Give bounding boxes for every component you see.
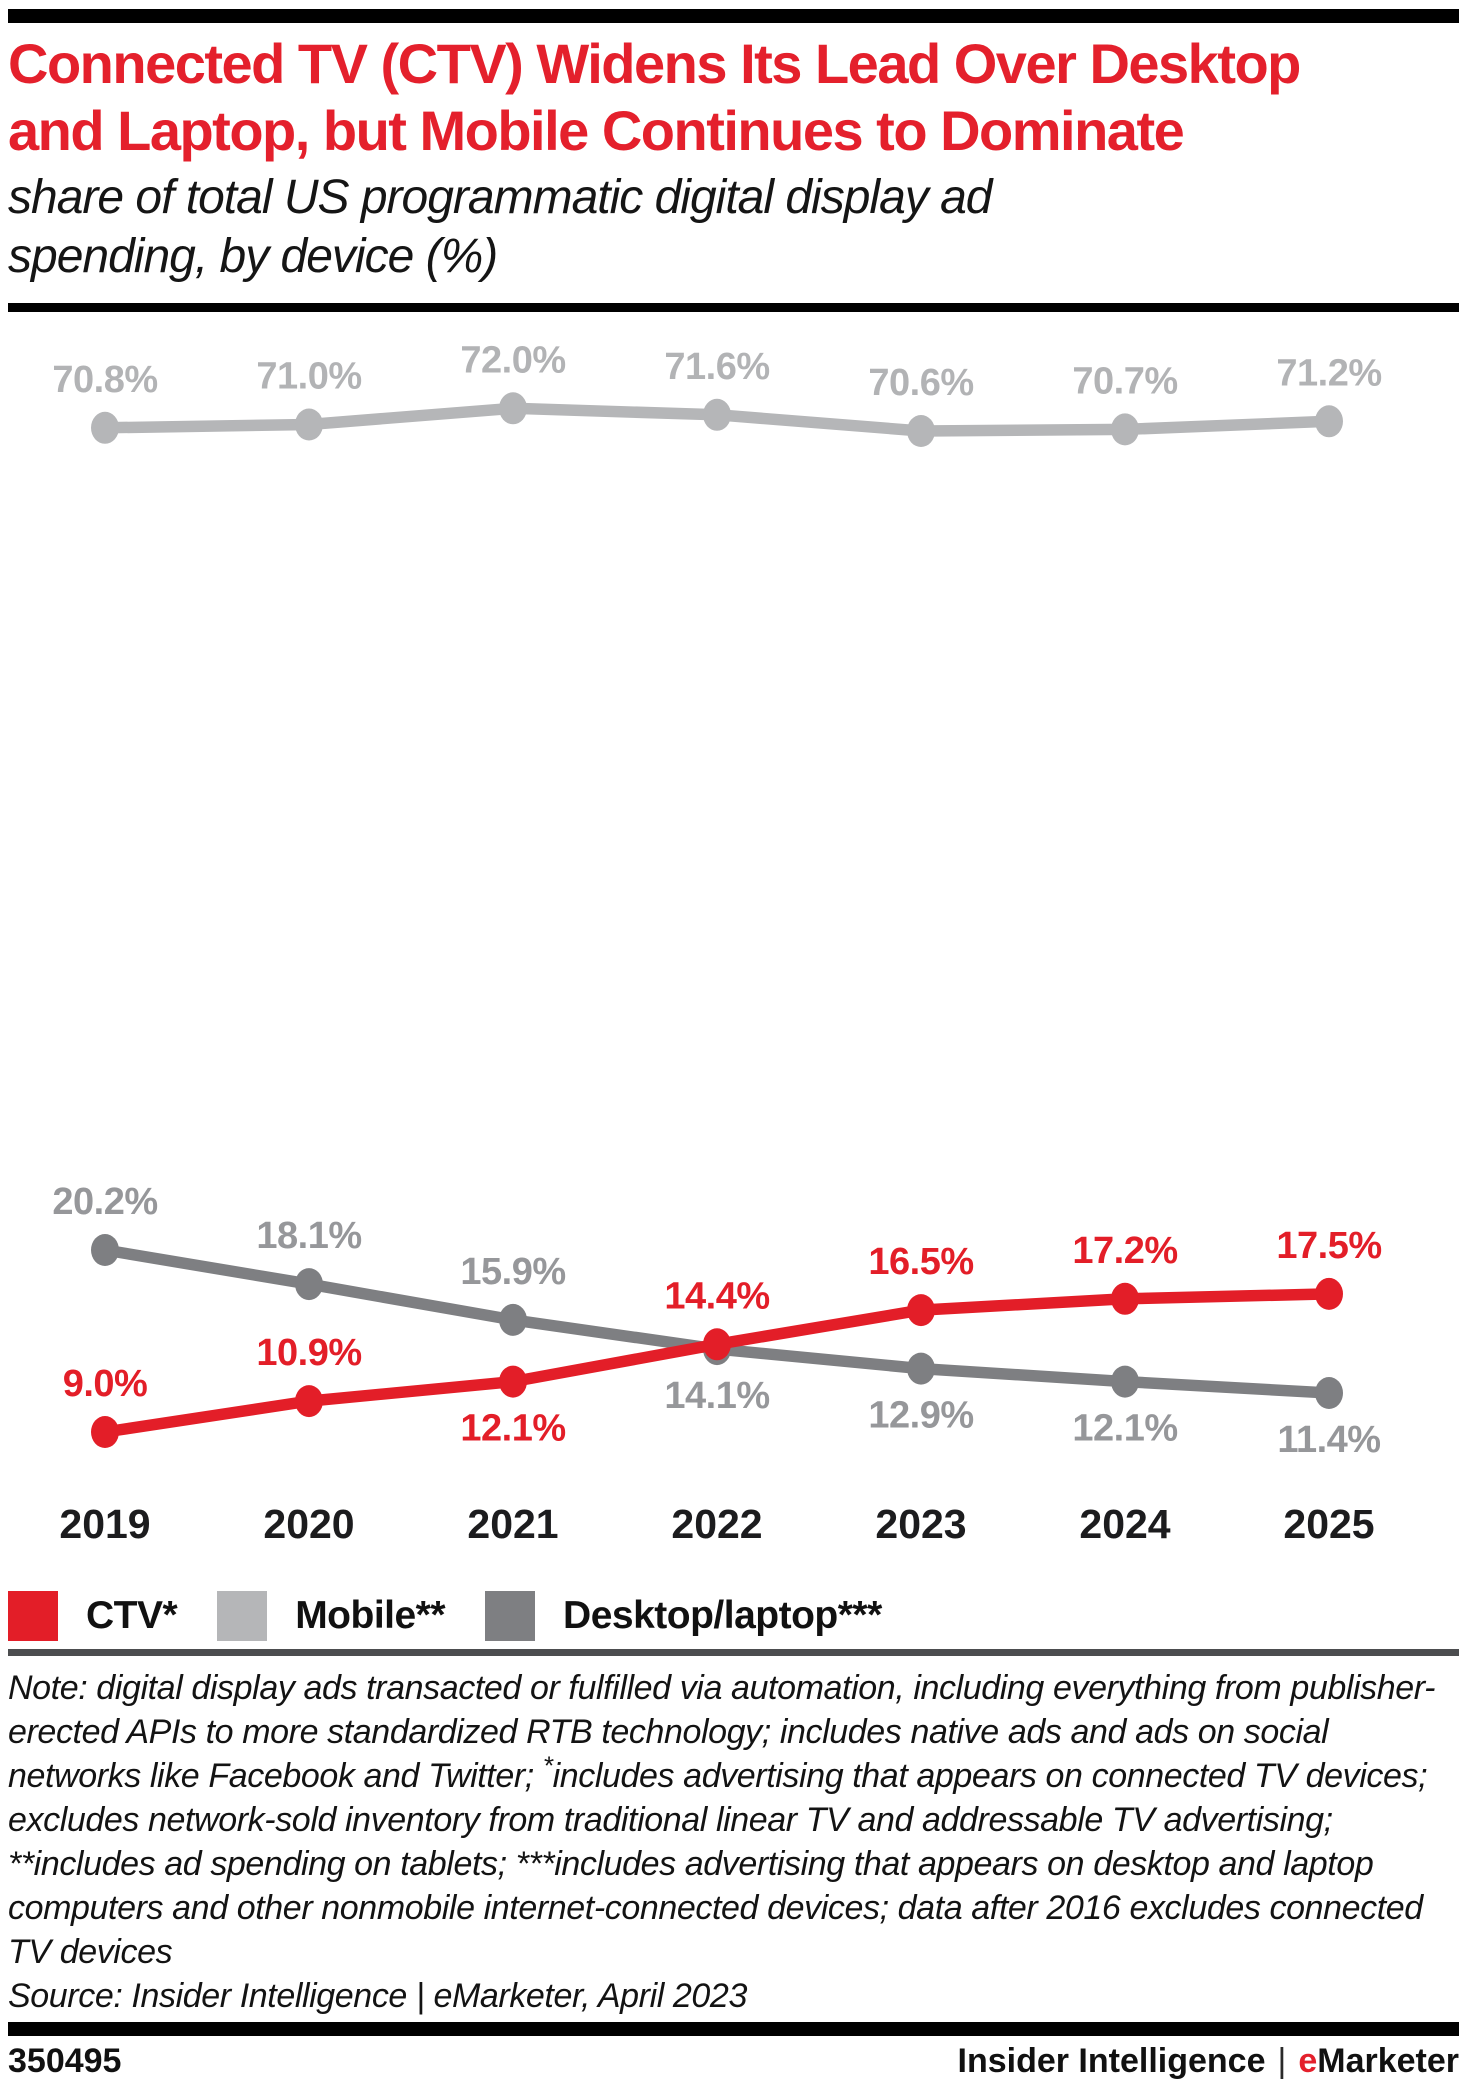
data-point-ctv — [907, 1294, 935, 1327]
note-block: Note: digital display ads transacted or … — [8, 1666, 1457, 2018]
top-divider-bar — [8, 9, 1459, 23]
data-point-ctv — [1315, 1277, 1343, 1310]
data-point-desktop-laptop — [295, 1268, 323, 1301]
series-ctv: 9.0% 10.9% 12.1% 14.4% 16.5% 17.2% 17.5% — [63, 1225, 1382, 1450]
note-text-part: Note: digital display ads transacted or … — [8, 1669, 1436, 1795]
x-axis-label: 2020 — [263, 1501, 354, 1547]
data-label-ctv: 9.0% — [63, 1363, 148, 1405]
footer-divider-bar — [8, 2022, 1459, 2036]
data-label-desktop-laptop: 12.1% — [1072, 1408, 1177, 1450]
x-axis-label: 2024 — [1079, 1501, 1170, 1547]
data-point-ctv — [703, 1328, 731, 1361]
data-point-desktop-laptop — [1315, 1377, 1343, 1409]
brand-emarketer-rest: Marketer — [1317, 2042, 1459, 2080]
x-axis-label: 2023 — [875, 1501, 966, 1547]
data-point-mobile — [499, 392, 527, 425]
data-label-mobile: 71.6% — [664, 346, 769, 388]
data-point-ctv — [91, 1416, 119, 1448]
chart-title-line1: Connected TV (CTV) Widens Its Lead Over … — [8, 32, 1301, 95]
data-label-desktop-laptop: 11.4% — [1277, 1419, 1380, 1461]
legend-label-mobile: Mobile** — [295, 1594, 446, 1637]
legend-item-mobile: Mobile** — [217, 1591, 446, 1641]
data-label-ctv: 16.5% — [868, 1241, 973, 1283]
legend-label-ctv: CTV* — [86, 1594, 178, 1637]
data-label-mobile: 71.0% — [256, 356, 361, 398]
legend-item-desktop-laptop: Desktop/laptop*** — [485, 1591, 882, 1641]
data-label-mobile: 70.6% — [868, 362, 973, 404]
x-axis-label: 2022 — [671, 1501, 762, 1547]
data-label-desktop-laptop: 15.9% — [460, 1251, 565, 1293]
data-point-ctv — [499, 1365, 527, 1398]
legend-swatch-ctv — [8, 1591, 58, 1641]
data-label-ctv: 12.1% — [460, 1408, 565, 1450]
chart-title-line2: and Laptop, but Mobile Continues to Domi… — [8, 99, 1185, 162]
data-label-ctv: 17.2% — [1072, 1230, 1177, 1272]
note-superscript-asterisk: * — [542, 1750, 553, 1781]
x-axis-label: 2021 — [467, 1501, 558, 1547]
data-point-mobile — [907, 415, 935, 447]
legend-divider-rule — [8, 1649, 1459, 1656]
data-label-ctv: 14.4% — [664, 1275, 769, 1317]
source-text: Source: Insider Intelligence | eMarketer… — [8, 1977, 747, 2015]
data-label-mobile: 70.8% — [52, 359, 157, 401]
data-point-desktop-laptop — [91, 1234, 119, 1266]
note-text-part: includes advertising that appears on con… — [8, 1757, 1428, 1971]
data-point-mobile — [91, 411, 119, 444]
brand-insider-intelligence: Insider Intelligence — [957, 2042, 1266, 2080]
brand-separator: | — [1277, 2042, 1287, 2080]
legend-swatch-desktop-laptop — [485, 1591, 536, 1641]
x-axis-label: 2025 — [1283, 1501, 1374, 1547]
data-label-mobile: 71.2% — [1276, 352, 1381, 394]
data-point-ctv — [295, 1385, 323, 1418]
data-point-desktop-laptop — [907, 1352, 935, 1385]
x-axis-label: 2019 — [59, 1501, 150, 1547]
data-point-mobile — [703, 398, 731, 431]
series-mobile: 70.8% 71.0% 72.0% 71.6% 70.6% 70.7% 71.2% — [52, 339, 1382, 447]
line-chart-canvas: 20.2% 18.1% 15.9% 14.1% 12.9% 12.1% 11.4% 70.8%… — [52, 339, 1382, 1547]
data-label-desktop-laptop: 14.1% — [664, 1375, 769, 1417]
series-desktop-laptop: 20.2% 18.1% 15.9% 14.1% 12.9% 12.1% 11.4% — [52, 1181, 1381, 1461]
note-text: Note: digital display ads transacted or … — [8, 1669, 1435, 1971]
brand-emarketer-e: e — [1298, 2042, 1318, 2080]
data-label-ctv: 10.9% — [256, 1332, 361, 1374]
legend-item-ctv: CTV* — [8, 1591, 178, 1641]
data-point-desktop-laptop — [499, 1303, 527, 1336]
data-label-desktop-laptop: 18.1% — [256, 1215, 361, 1257]
data-point-mobile — [1111, 413, 1139, 446]
chart-id: 350495 — [8, 2042, 122, 2080]
data-point-mobile — [295, 408, 323, 441]
data-point-ctv — [1111, 1282, 1139, 1315]
chart-subtitle-line2: spending, by device (%) — [8, 230, 498, 283]
legend-label-desktop-laptop: Desktop/laptop*** — [563, 1594, 882, 1637]
data-label-ctv: 17.5% — [1276, 1225, 1381, 1267]
brand-lockup: Insider Intelligence | eMarketer — [958, 2042, 1460, 2081]
data-label-mobile: 70.7% — [1072, 360, 1177, 402]
data-label-mobile: 72.0% — [460, 339, 565, 381]
chart-subtitle: share of total US programmatic digital d… — [8, 168, 992, 286]
header-divider-rule — [8, 303, 1459, 312]
data-label-desktop-laptop: 12.9% — [868, 1395, 973, 1437]
legend-swatch-mobile — [217, 1591, 268, 1641]
data-point-desktop-laptop — [1111, 1365, 1139, 1398]
data-point-mobile — [1315, 405, 1343, 438]
chart-title: Connected TV (CTV) Widens Its Lead Over … — [8, 30, 1301, 164]
chart-legend: CTV* Mobile** Desktop/laptop*** — [8, 1591, 922, 1641]
footer-row: 350495 Insider Intelligence | eMarketer — [8, 2042, 1459, 2081]
chart-subtitle-line1: share of total US programmatic digital d… — [8, 171, 992, 224]
data-label-desktop-laptop: 20.2% — [52, 1181, 157, 1223]
